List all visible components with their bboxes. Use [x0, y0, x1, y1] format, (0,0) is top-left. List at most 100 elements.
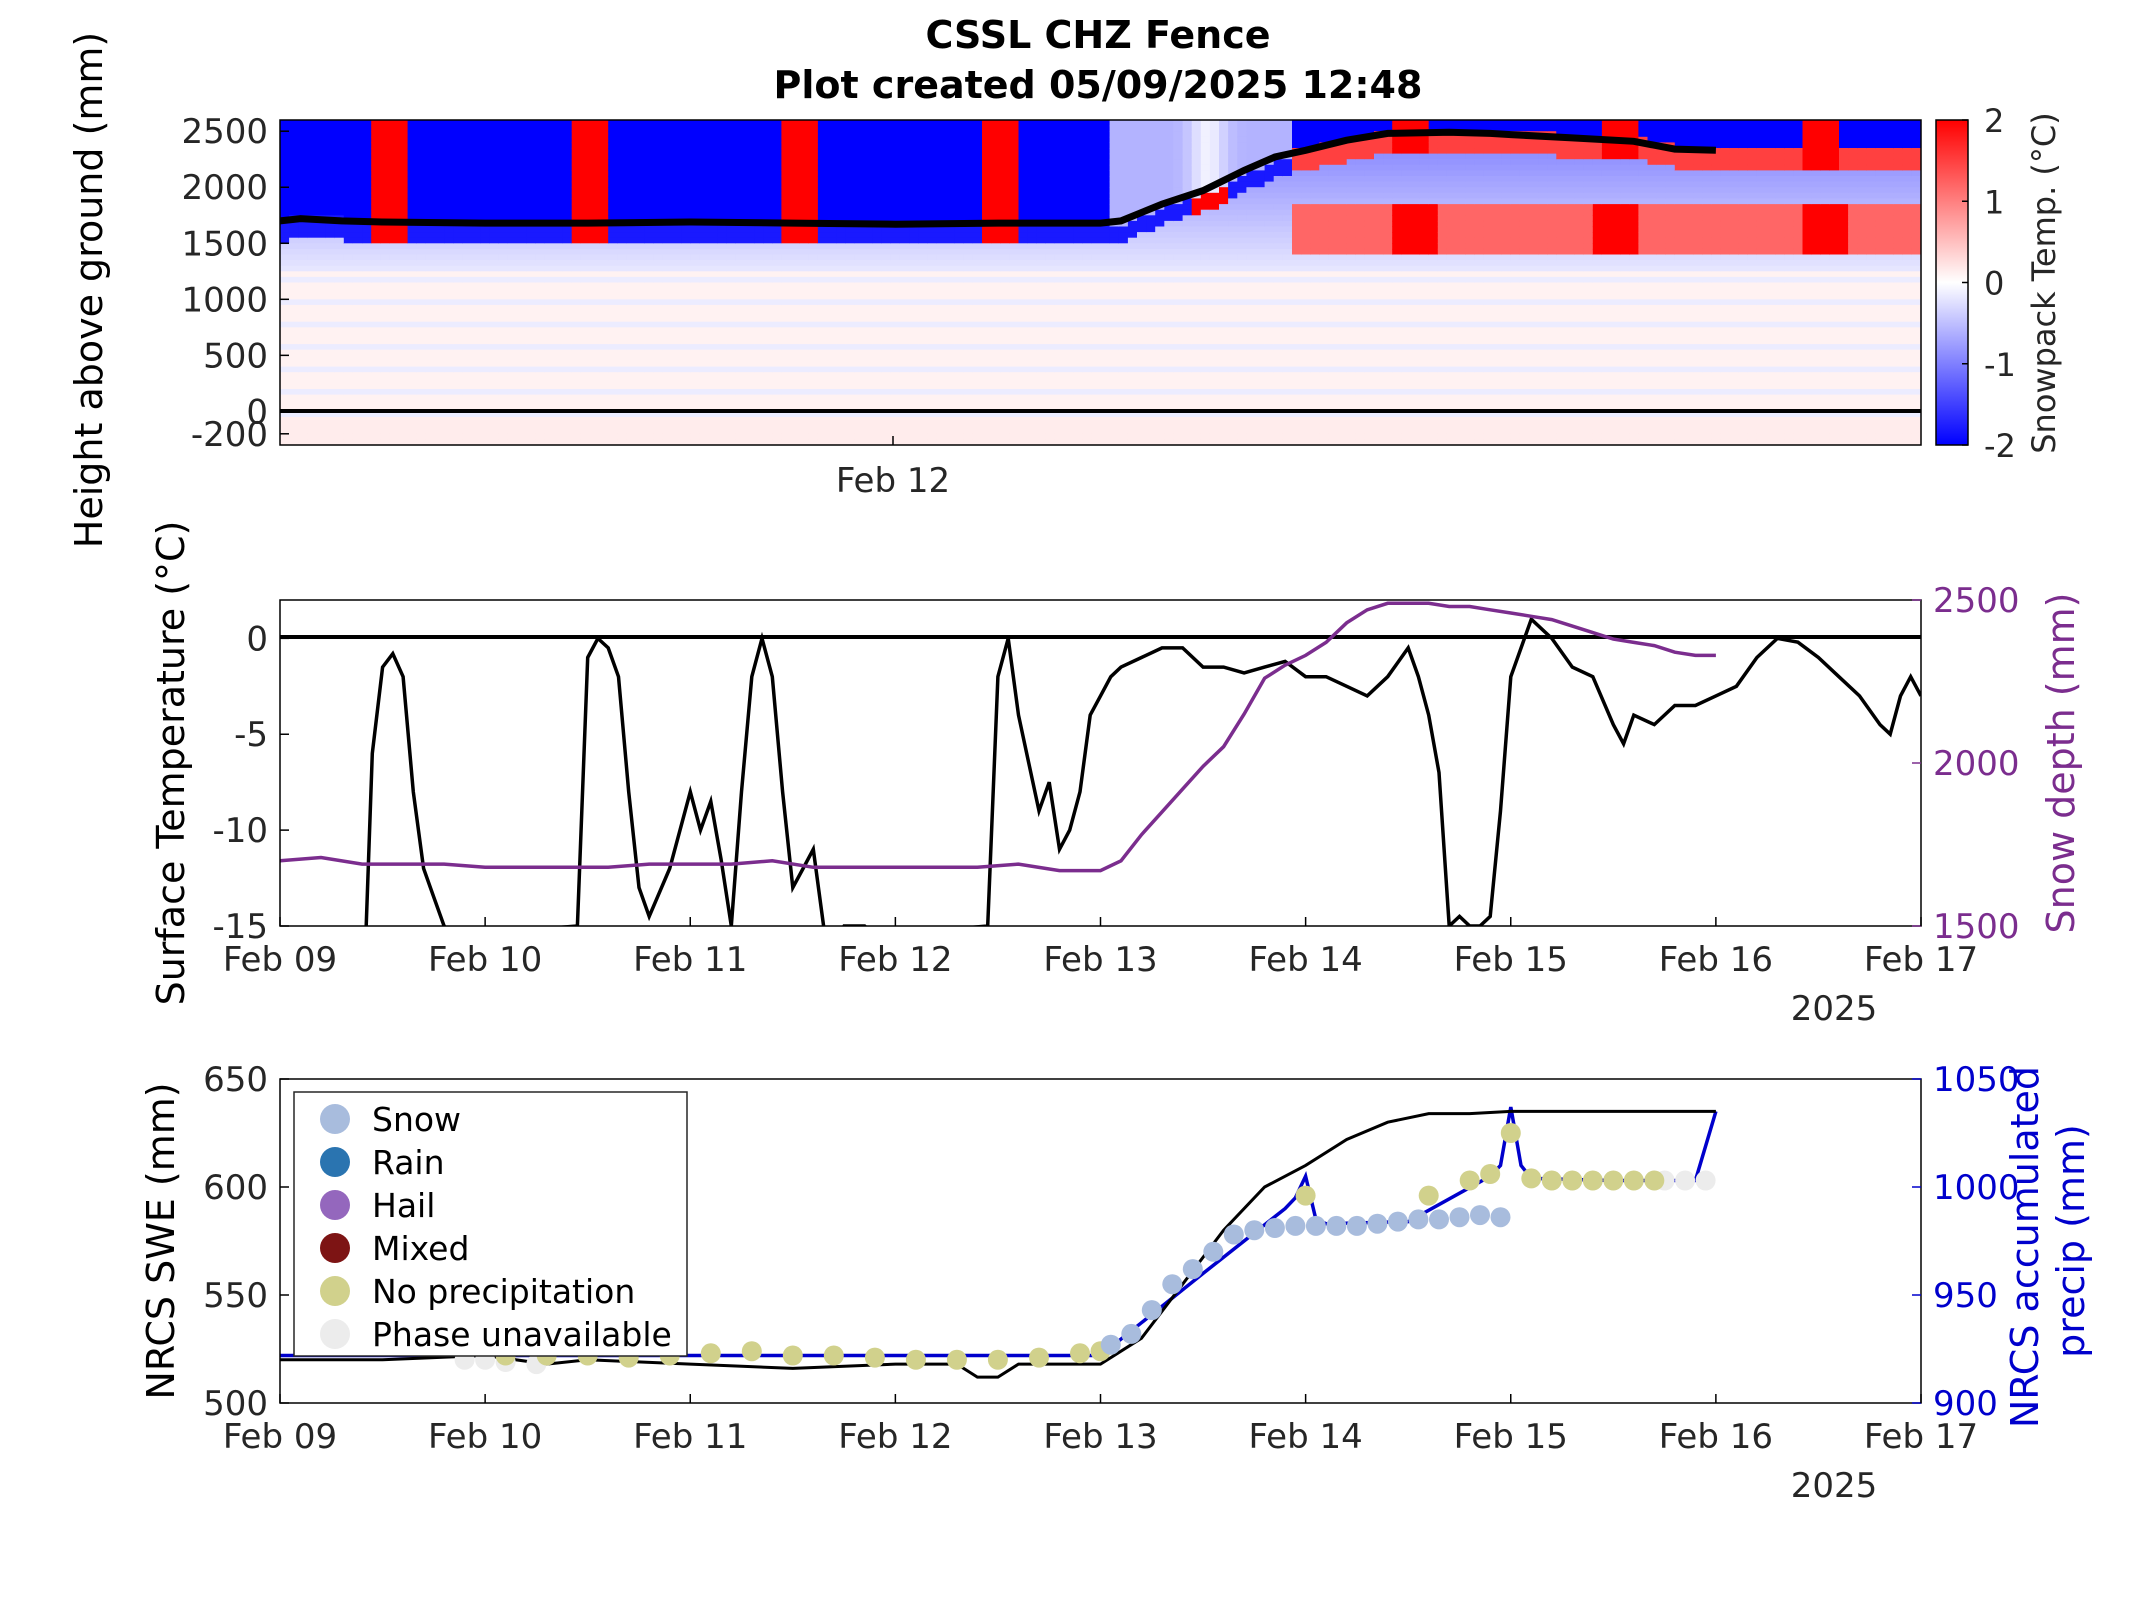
heatmap-cell: [817, 299, 828, 306]
heatmap-cell: [362, 142, 372, 149]
heatmap-cell: [1027, 209, 1038, 216]
heatmap-cell: [845, 248, 855, 256]
heatmap-cell: [398, 417, 409, 424]
heatmap-cell: [708, 405, 719, 412]
heatmap-cell: [781, 232, 792, 239]
heatmap-cell: [918, 288, 928, 295]
heatmap-cell: [298, 226, 308, 233]
heatmap-cell: [991, 148, 1001, 155]
heatmap-cell: [735, 148, 746, 155]
heatmap-cell: [963, 360, 974, 368]
heatmap-cell: [617, 243, 627, 250]
heatmap-cell: [763, 265, 773, 272]
heatmap-cell: [635, 164, 646, 171]
heatmap-cell: [954, 181, 965, 188]
heatmap-cell: [754, 428, 764, 435]
heatmap-cell: [453, 209, 463, 216]
heatmap-cell: [280, 428, 290, 435]
heatmap-cell: [872, 293, 883, 300]
heatmap-cell: [799, 377, 810, 384]
heatmap-cell: [863, 120, 874, 127]
heatmap-cell: [808, 439, 819, 445]
heatmap-cell: [590, 417, 600, 424]
heatmap-cell: [991, 360, 1001, 368]
heatmap-cell: [498, 428, 509, 435]
heatmap-cell: [617, 400, 627, 407]
heatmap-cell: [681, 192, 691, 199]
heatmap-cell: [872, 265, 883, 272]
heatmap-cell: [498, 164, 509, 171]
heatmap-cell: [845, 276, 855, 284]
heatmap-cell: [425, 316, 436, 323]
heatmap-cell: [653, 422, 664, 429]
heatmap-cell: [526, 187, 536, 194]
heatmap-cell: [289, 417, 299, 424]
heatmap-cell: [517, 411, 527, 418]
heatmap-cell: [1054, 439, 1065, 445]
heatmap-cell: [790, 164, 801, 171]
heatmap-cell: [890, 170, 901, 177]
heatmap-cell: [507, 282, 518, 289]
heatmap-cell: [717, 237, 728, 244]
heatmap-cell: [298, 120, 308, 127]
heatmap-cell: [653, 271, 664, 278]
heatmap-cell: [334, 148, 345, 155]
heatmap-cell: [316, 422, 327, 429]
heatmap-cell: [918, 293, 928, 300]
heatmap-cell: [498, 417, 509, 424]
heatmap-cell: [562, 411, 573, 418]
heatmap-cell: [471, 349, 482, 356]
heatmap-cell: [608, 316, 618, 323]
heatmap-cell: [672, 192, 682, 199]
heatmap-cell: [872, 360, 883, 368]
heatmap-cell: [817, 422, 828, 429]
heatmap-cell: [653, 198, 664, 205]
heatmap-cell: [453, 204, 463, 211]
heatmap-cell: [717, 192, 728, 199]
heatmap-cell: [817, 204, 828, 211]
heatmap-cell: [699, 198, 710, 205]
heatmap-cell: [462, 215, 472, 222]
heatmap-cell: [918, 299, 928, 306]
heatmap-cell: [745, 265, 755, 272]
heatmap-cell: [371, 248, 381, 256]
heatmap-cell: [1009, 164, 1019, 171]
heatmap-cell: [416, 170, 427, 177]
heatmap-cell: [553, 120, 564, 127]
heatmap-cell: [817, 209, 828, 216]
heatmap-cell: [772, 232, 782, 239]
heatmap-cell: [371, 327, 381, 334]
heatmap-cell: [580, 153, 591, 160]
heatmap-cell: [380, 276, 390, 284]
heatmap-cell: [425, 209, 436, 216]
heatmap-cell: [535, 349, 545, 356]
heatmap-cell: [562, 198, 573, 205]
heatmap-cell: [726, 248, 737, 256]
heatmap-cell: [827, 433, 837, 440]
heatmap-cell: [827, 321, 837, 328]
heatmap-cell: [1054, 394, 1065, 401]
heatmap-cell: [772, 254, 782, 261]
heatmap-cell: [817, 366, 828, 373]
heatmap-cell: [635, 148, 646, 155]
heatmap-cell: [389, 344, 400, 351]
heatmap-cell: [316, 349, 327, 356]
heatmap-cell: [371, 394, 381, 401]
heatmap-cell: [507, 260, 518, 267]
heatmap-cell: [498, 338, 509, 345]
heatmap-cell: [644, 372, 655, 379]
heatmap-cell: [1027, 120, 1038, 127]
heatmap-cell: [863, 411, 874, 418]
heatmap-cell: [644, 321, 655, 328]
heatmap-cell: [672, 260, 682, 267]
heatmap-cell: [909, 360, 919, 368]
heatmap-cell: [1036, 433, 1047, 440]
heatmap-cell: [845, 170, 855, 177]
heatmap-cell: [316, 181, 327, 188]
heatmap-cell: [535, 164, 545, 171]
heatmap-cell: [343, 299, 354, 306]
heatmap-cell: [462, 355, 472, 362]
heatmap-cell: [571, 120, 582, 127]
heatmap-cell: [808, 120, 819, 127]
heatmap-cell: [398, 170, 409, 177]
